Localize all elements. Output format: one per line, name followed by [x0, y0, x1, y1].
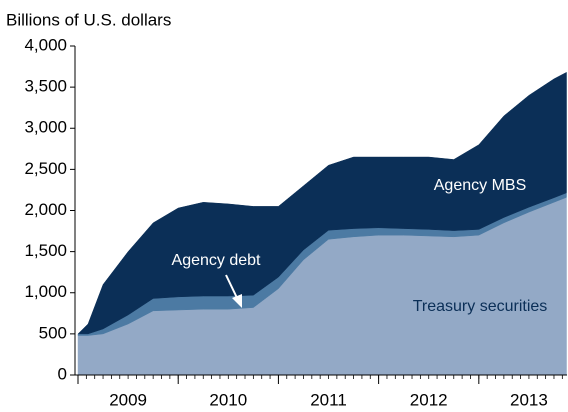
y-tick-label: 2,000: [24, 200, 67, 219]
x-tick-label: 2010: [209, 390, 247, 409]
x-tick-label: 2009: [109, 390, 147, 409]
y-tick-label: 1,000: [24, 282, 67, 301]
y-tick-label: 3,500: [24, 77, 67, 96]
annotation: Agency MBS: [434, 177, 526, 194]
y-tick-label: 4,000: [24, 35, 67, 54]
annotation-arrowhead: [232, 294, 242, 308]
annotation: Treasury securities: [413, 298, 548, 315]
y-axis-label: Billions of U.S. dollars: [6, 10, 171, 29]
y-tick-label: 500: [39, 323, 67, 342]
y-tick-label: 1,500: [24, 241, 67, 260]
area: [77, 71, 567, 335]
annotation-arrow: [225, 274, 239, 301]
x-tick-label: 2011: [310, 390, 347, 409]
x-tick-label: 2012: [410, 390, 448, 409]
y-tick-label: 3,000: [24, 118, 67, 137]
y-tick-label: 0: [58, 364, 67, 383]
y-tick-label: 2,500: [24, 159, 67, 178]
x-tick-label: 2013: [510, 390, 548, 409]
annotation: Agency debt: [172, 252, 262, 269]
